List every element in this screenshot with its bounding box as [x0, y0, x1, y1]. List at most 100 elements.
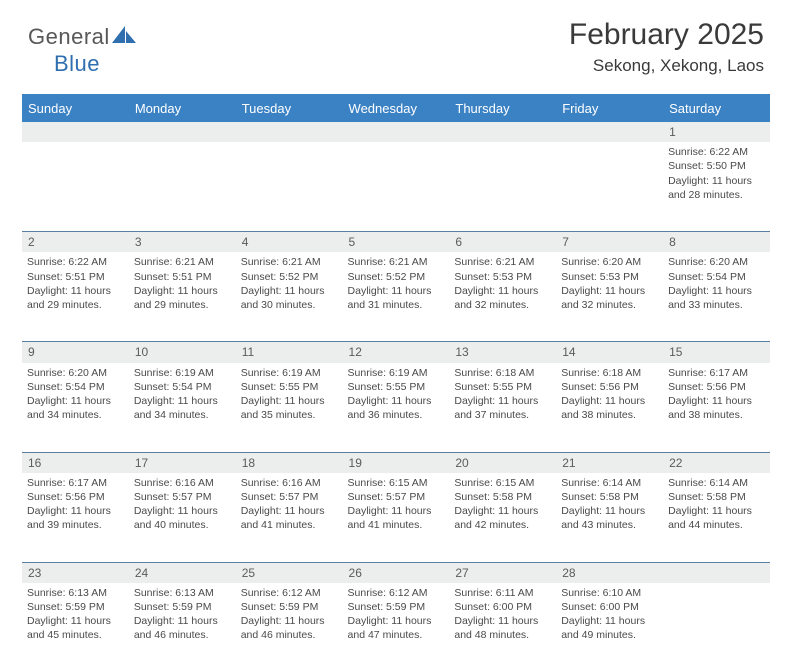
day-number-row: 232425262728 [22, 562, 770, 583]
day-number-cell [343, 122, 450, 142]
daylight-line: Daylight: 11 hours and 41 minutes. [348, 504, 445, 532]
sunrise-line: Sunrise: 6:21 AM [348, 255, 445, 269]
day-number-cell: 6 [449, 232, 556, 253]
day-content-cell: Sunrise: 6:10 AMSunset: 6:00 PMDaylight:… [556, 583, 663, 672]
day-number-cell: 8 [663, 232, 770, 253]
calendar-page: General Blue February 2025 Sekong, Xekon… [0, 0, 792, 612]
day-content-row: Sunrise: 6:22 AMSunset: 5:51 PMDaylight:… [22, 252, 770, 342]
weekday-thursday: Thursday [449, 94, 556, 122]
day-content-cell [129, 142, 236, 232]
sunset-line: Sunset: 5:54 PM [27, 380, 124, 394]
day-content-cell: Sunrise: 6:19 AMSunset: 5:55 PMDaylight:… [343, 363, 450, 453]
sunset-line: Sunset: 5:52 PM [348, 270, 445, 284]
sunrise-line: Sunrise: 6:16 AM [241, 476, 338, 490]
day-number-cell: 23 [22, 562, 129, 583]
sunrise-line: Sunrise: 6:12 AM [348, 586, 445, 600]
day-content-cell: Sunrise: 6:16 AMSunset: 5:57 PMDaylight:… [129, 473, 236, 563]
daylight-line: Daylight: 11 hours and 46 minutes. [241, 614, 338, 642]
sunset-line: Sunset: 5:59 PM [241, 600, 338, 614]
day-content-cell: Sunrise: 6:17 AMSunset: 5:56 PMDaylight:… [663, 363, 770, 453]
sunrise-line: Sunrise: 6:11 AM [454, 586, 551, 600]
day-number-cell: 13 [449, 342, 556, 363]
sunset-line: Sunset: 5:58 PM [668, 490, 765, 504]
day-content-row: Sunrise: 6:22 AMSunset: 5:50 PMDaylight:… [22, 142, 770, 232]
sunset-line: Sunset: 6:00 PM [561, 600, 658, 614]
day-content-cell: Sunrise: 6:18 AMSunset: 5:55 PMDaylight:… [449, 363, 556, 453]
daylight-line: Daylight: 11 hours and 38 minutes. [561, 394, 658, 422]
day-number-cell: 5 [343, 232, 450, 253]
sunset-line: Sunset: 5:55 PM [348, 380, 445, 394]
day-content-row: Sunrise: 6:17 AMSunset: 5:56 PM Daylight:… [22, 473, 770, 563]
day-content-cell [449, 142, 556, 232]
sunrise-line: Sunrise: 6:19 AM [134, 366, 231, 380]
day-content-row: Sunrise: 6:20 AMSunset: 5:54 PM Daylight:… [22, 363, 770, 453]
day-number-cell [556, 122, 663, 142]
day-number-cell [663, 562, 770, 583]
daylight-line: Daylight: 11 hours and 34 minutes. [134, 394, 231, 422]
weekday-header-row: Sunday Monday Tuesday Wednesday Thursday… [22, 94, 770, 122]
day-content-cell [343, 142, 450, 232]
day-content-cell: Sunrise: 6:19 AMSunset: 5:54 PMDaylight:… [129, 363, 236, 453]
sunset-line: Sunset: 5:51 PM [134, 270, 231, 284]
day-content-cell [663, 583, 770, 672]
daylight-line: Daylight: 11 hours and 49 minutes. [561, 614, 658, 642]
sunrise-line: Sunrise: 6:14 AM [668, 476, 765, 490]
day-number-cell: 17 [129, 452, 236, 473]
day-content-cell: Sunrise: 6:20 AMSunset: 5:54 PMDaylight:… [663, 252, 770, 342]
daylight-line: Daylight: 11 hours and 38 minutes. [668, 394, 765, 422]
day-number-cell: 11 [236, 342, 343, 363]
daylight-line: Daylight: 11 hours and 32 minutes. [454, 284, 551, 312]
daylight-line: Daylight: 11 hours and 40 minutes. [134, 504, 231, 532]
location: Sekong, Xekong, Laos [569, 56, 764, 76]
sunset-line: Sunset: 5:57 PM [134, 490, 231, 504]
sunrise-line: Sunrise: 6:12 AM [241, 586, 338, 600]
day-content-cell: Sunrise: 6:21 AMSunset: 5:53 PMDaylight:… [449, 252, 556, 342]
day-content-cell: Sunrise: 6:21 AMSunset: 5:52 PMDaylight:… [343, 252, 450, 342]
day-number-cell: 7 [556, 232, 663, 253]
sail-icon [112, 25, 138, 51]
day-content-cell [236, 142, 343, 232]
month-title: February 2025 [569, 18, 764, 52]
sunrise-line: Sunrise: 6:13 AM [134, 586, 231, 600]
day-content-cell [556, 142, 663, 232]
day-number-cell [236, 122, 343, 142]
day-content-cell: Sunrise: 6:15 AMSunset: 5:58 PMDaylight:… [449, 473, 556, 563]
day-content-row: Sunrise: 6:13 AMSunset: 5:59 PMDaylight:… [22, 583, 770, 672]
day-number-cell: 16 [22, 452, 129, 473]
day-number-cell: 14 [556, 342, 663, 363]
sunrise-line: Sunrise: 6:14 AM [561, 476, 658, 490]
day-content-cell: Sunrise: 6:19 AMSunset: 5:55 PMDaylight:… [236, 363, 343, 453]
day-number-cell: 26 [343, 562, 450, 583]
day-content-cell: Sunrise: 6:20 AMSunset: 5:53 PMDaylight:… [556, 252, 663, 342]
daylight-line: Daylight: 11 hours and 36 minutes. [348, 394, 445, 422]
day-content-cell: Sunrise: 6:14 AMSunset: 5:58 PMDaylight:… [556, 473, 663, 563]
day-number-cell: 27 [449, 562, 556, 583]
day-number-cell: 19 [343, 452, 450, 473]
day-number-cell: 2 [22, 232, 129, 253]
day-number-cell: 12 [343, 342, 450, 363]
sunrise-line: Sunrise: 6:21 AM [241, 255, 338, 269]
sunset-line: Sunset: 5:53 PM [561, 270, 658, 284]
brand-logo: General Blue [28, 24, 138, 77]
weekday-saturday: Saturday [663, 94, 770, 122]
day-content-cell: Sunrise: 6:20 AMSunset: 5:54 PMDaylight:… [22, 363, 129, 453]
daylight-line: Daylight: 11 hours and 29 minutes. [27, 284, 124, 312]
sunset-line: Sunset: 5:55 PM [454, 380, 551, 394]
day-content-cell: Sunrise: 6:18 AMSunset: 5:56 PMDaylight:… [556, 363, 663, 453]
sunrise-line: Sunrise: 6:18 AM [561, 366, 658, 380]
day-number-row: 1 [22, 122, 770, 142]
day-number-cell [22, 122, 129, 142]
weekday-wednesday: Wednesday [343, 94, 450, 122]
sunset-line: Sunset: 5:59 PM [134, 600, 231, 614]
sunrise-line: Sunrise: 6:20 AM [27, 366, 124, 380]
sunrise-line: Sunrise: 6:17 AM [668, 366, 765, 380]
daylight-line: Daylight: 11 hours and 46 minutes. [134, 614, 231, 642]
sunrise-line: Sunrise: 6:17 AM [27, 476, 124, 490]
sunset-line: Sunset: 5:51 PM [27, 270, 124, 284]
daylight-line: Daylight: 11 hours and 41 minutes. [241, 504, 338, 532]
sunset-line: Sunset: 5:59 PM [27, 600, 124, 614]
daylight-line: Daylight: 11 hours and 28 minutes. [668, 174, 765, 202]
sunset-line: Sunset: 5:56 PM [27, 490, 124, 504]
sunrise-line: Sunrise: 6:13 AM [27, 586, 124, 600]
daylight-line: Daylight: 11 hours and 30 minutes. [241, 284, 338, 312]
